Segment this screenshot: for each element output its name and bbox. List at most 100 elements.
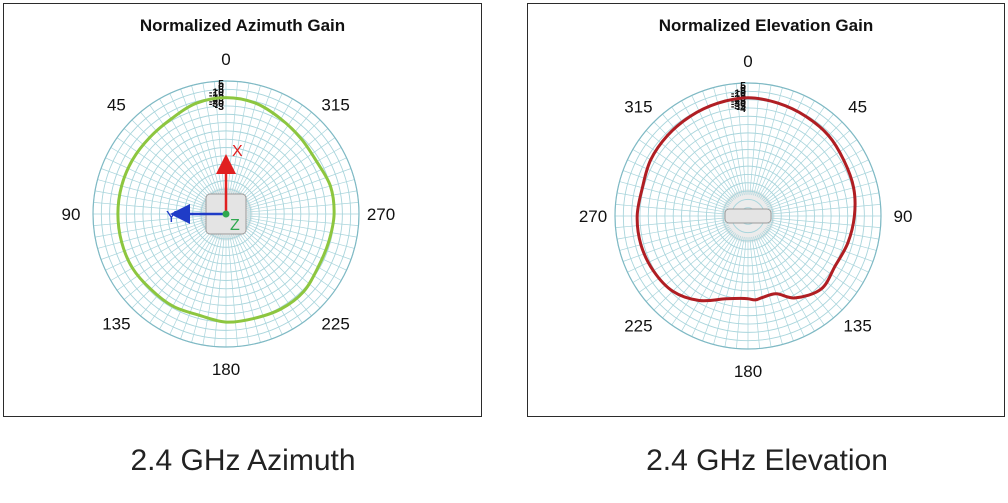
grid-spoke — [753, 87, 783, 196]
grid-spoke — [724, 236, 745, 348]
radial-tick-label: -4 — [737, 103, 746, 115]
grid-spoke — [246, 219, 355, 249]
grid-spoke — [765, 227, 858, 293]
grid-spoke — [768, 219, 880, 240]
grid-spoke — [239, 230, 312, 317]
grid-spoke — [169, 93, 218, 195]
angle-label: 135 — [102, 315, 130, 334]
grid-spoke — [242, 227, 329, 300]
grid-spoke — [768, 192, 880, 213]
grid-spoke — [768, 221, 877, 251]
grid-spoke — [245, 222, 347, 271]
grid-spoke — [244, 147, 342, 204]
grid-spoke — [110, 224, 208, 281]
angle-label: 180 — [212, 360, 240, 379]
grid-spoke — [754, 90, 794, 197]
grid-spoke — [244, 224, 342, 281]
elevation-polar-plot: 50-5-10-15-20-25-30-35-40459013518022527… — [579, 52, 913, 381]
grid-spoke — [100, 168, 207, 208]
angle-label: 45 — [848, 97, 867, 116]
grid-spoke — [713, 236, 743, 345]
radial-tick-label: -3 — [215, 101, 224, 113]
grid-spoke — [214, 81, 225, 193]
grid-spoke — [761, 232, 834, 319]
grid-spoke — [236, 98, 293, 196]
angle-label: 315 — [624, 97, 652, 116]
grid-spoke — [116, 137, 209, 203]
angle-label: 135 — [843, 317, 871, 336]
grid-spoke — [764, 229, 851, 302]
grid-spoke — [766, 226, 864, 283]
grid-spoke — [619, 221, 728, 251]
grid-spoke — [754, 235, 794, 342]
angle-label: 180 — [734, 362, 762, 381]
grid-spoke — [243, 225, 336, 291]
radial-tick-label: -5 — [215, 84, 224, 96]
grid-spoke — [751, 236, 772, 348]
grid-spoke — [149, 231, 215, 324]
grid-spoke — [231, 234, 261, 343]
grid-spoke — [234, 93, 283, 195]
grid-spoke — [116, 225, 209, 291]
grid-spoke — [736, 237, 747, 349]
grid-spoke — [140, 111, 213, 198]
grid-spoke — [105, 157, 207, 206]
grid-spoke — [234, 233, 283, 335]
grid-spoke — [653, 230, 734, 311]
elevation-chart-title: Normalized Elevation Gain — [658, 16, 874, 35]
grid-spoke — [247, 215, 359, 226]
angle-label: 0 — [221, 50, 230, 69]
angle-label: 270 — [367, 205, 395, 224]
radial-tick-label: 0 — [218, 81, 224, 93]
grid-spoke — [149, 104, 215, 197]
grid-spoke — [671, 233, 737, 326]
grid-spoke — [616, 219, 728, 240]
gain-series-line — [635, 96, 857, 303]
grid-spoke — [713, 87, 743, 196]
z-axis-dot — [222, 210, 230, 218]
grid-spoke — [767, 222, 874, 262]
grid-spoke — [622, 222, 729, 262]
grid-spoke — [159, 98, 216, 196]
radial-tick-label: -35 — [731, 100, 746, 112]
grid-spoke — [616, 192, 728, 213]
grid-spoke — [619, 181, 728, 211]
grid-spoke — [761, 113, 834, 200]
center-device — [724, 208, 772, 224]
gain-series-line — [116, 96, 336, 324]
radial-tick-label: -30 — [731, 98, 746, 110]
grid-spoke — [632, 226, 730, 283]
grid-spoke — [681, 234, 738, 332]
grid-spoke — [638, 227, 731, 293]
outer-ring — [614, 82, 882, 350]
grid-spoke — [691, 235, 740, 337]
grid-spoke — [759, 233, 825, 326]
grid-spoke — [758, 234, 815, 332]
radial-tick-label: -10 — [209, 87, 224, 99]
grid-spoke — [105, 222, 207, 271]
angle-label: 270 — [579, 207, 607, 226]
grid-spoke — [751, 84, 772, 196]
grid-spoke — [240, 228, 321, 309]
grid-spoke — [724, 84, 745, 196]
grid-spoke — [214, 235, 225, 347]
angle-label: 45 — [107, 95, 126, 114]
grid-spoke — [762, 230, 843, 311]
grid-spoke — [765, 139, 858, 205]
radial-tick-label: -30 — [209, 98, 224, 110]
grid-spoke — [159, 232, 216, 330]
angle-label: 0 — [743, 52, 752, 71]
grid-spoke — [100, 220, 207, 260]
grid-spoke — [239, 111, 312, 198]
grid-spoke — [243, 137, 336, 203]
grid-spoke — [202, 234, 223, 346]
radial-tick-label: 5 — [218, 78, 224, 90]
grid-spoke — [767, 224, 869, 273]
grid-spoke — [245, 157, 347, 206]
grid-spoke — [768, 181, 877, 211]
grid-spoke — [753, 236, 783, 345]
grid-spoke — [662, 232, 735, 319]
grid-spoke — [247, 202, 359, 213]
grid-spoke — [662, 113, 735, 200]
grid-spoke — [645, 229, 732, 302]
